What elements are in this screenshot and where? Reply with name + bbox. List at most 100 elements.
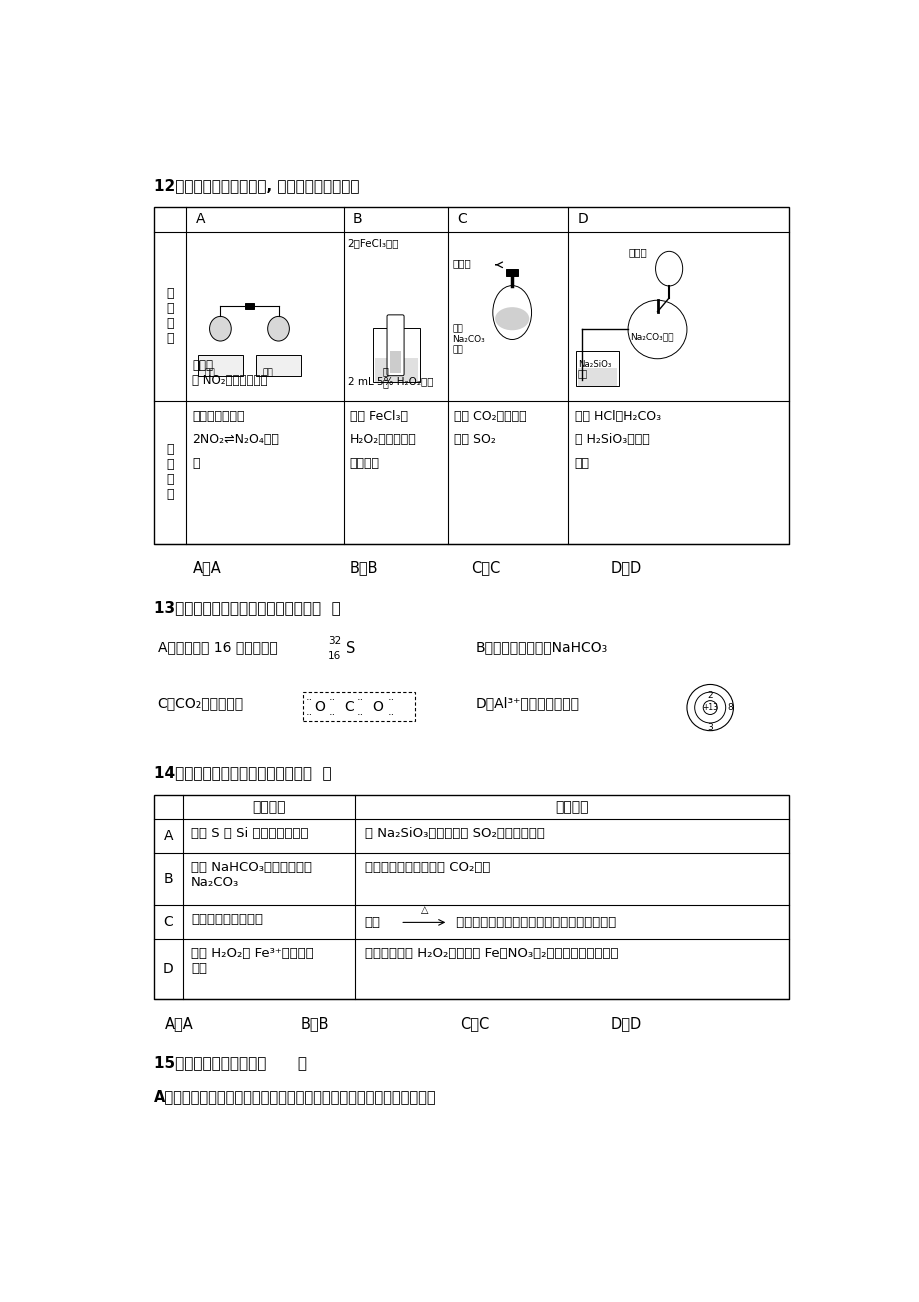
- Bar: [244, 302, 254, 309]
- Text: 15、下列说法正确的是（      ）: 15、下列说法正确的是（ ）: [153, 1055, 306, 1070]
- Text: O: O: [372, 700, 382, 715]
- Text: A．凡是单原子形成的离子，一定具有稀有气体元素原子的核外电子排布: A．凡是单原子形成的离子，一定具有稀有气体元素原子的核外电子排布: [153, 1090, 436, 1104]
- Text: 实验操作: 实验操作: [555, 799, 588, 814]
- Text: 2NO₂⇌N₂O₄的影: 2NO₂⇌N₂O₄的影: [192, 434, 279, 447]
- Bar: [255, 355, 301, 376]
- Text: 实验目的: 实验目的: [252, 799, 286, 814]
- Text: △: △: [420, 905, 427, 915]
- Text: 浓盐酸: 浓盐酸: [629, 247, 647, 256]
- Text: 催化作用: 催化作用: [349, 457, 380, 470]
- Text: A: A: [164, 829, 173, 844]
- Text: B．B: B．B: [301, 1017, 329, 1031]
- Text: 2 mL 5% H₂O₂溶液: 2 mL 5% H₂O₂溶液: [347, 376, 433, 387]
- Text: Na₂CO₃固体: Na₂CO₃固体: [630, 333, 673, 341]
- Circle shape: [686, 685, 732, 730]
- Text: 检验某盐是否为铵盐: 检验某盐是否为铵盐: [191, 913, 263, 926]
- Text: C: C: [164, 915, 173, 930]
- Text: D．D: D．D: [610, 1017, 641, 1031]
- Bar: [153, 794, 789, 1000]
- Text: 实
验
目
的: 实 验 目 的: [166, 443, 174, 501]
- Text: 12、下列图中的实验方案, 能达到实验目的的是: 12、下列图中的实验方案, 能达到实验目的的是: [153, 178, 358, 193]
- Text: 探究温度对平衡: 探究温度对平衡: [192, 410, 244, 423]
- Text: D．Al³⁺的结构示意图：: D．Al³⁺的结构示意图：: [475, 697, 579, 710]
- Text: 32: 32: [328, 635, 341, 646]
- Text: +13: +13: [701, 703, 718, 712]
- Text: S: S: [346, 641, 355, 656]
- Text: O: O: [313, 700, 324, 715]
- Circle shape: [628, 301, 686, 359]
- Text: 向混合液中通入足量的 CO₂气体: 向混合液中通入足量的 CO₂气体: [364, 861, 490, 874]
- Text: ··: ··: [357, 710, 364, 720]
- Text: 比较 HCl、H₂CO₃: 比较 HCl、H₂CO₃: [574, 410, 660, 423]
- Text: 饱和
Na₂CO₃
溶液: 饱和 Na₂CO₃ 溶液: [451, 324, 484, 354]
- Text: C．C: C．C: [460, 1017, 489, 1031]
- Ellipse shape: [210, 316, 231, 341]
- Text: 强弱: 强弱: [574, 457, 589, 470]
- Text: 热水中: 热水中: [192, 359, 213, 372]
- Text: 将硫酸酸化的 H₂O₂溶液滴入 Fe（NO₃）₂溶液中，溶液变黄色: 将硫酸酸化的 H₂O₂溶液滴入 Fe（NO₃）₂溶液中，溶液变黄色: [364, 947, 618, 960]
- Text: 8: 8: [726, 703, 732, 712]
- Text: H₂O₂分解反应有: H₂O₂分解反应有: [349, 434, 416, 447]
- Ellipse shape: [267, 316, 289, 341]
- Circle shape: [694, 693, 725, 723]
- Text: 13、下列有关化学用语表述正确的是（  ）: 13、下列有关化学用语表述正确的是（ ）: [153, 600, 340, 616]
- Text: B．B: B．B: [349, 560, 378, 575]
- Text: B．纯碱的化学式：NaHCO₃: B．纯碱的化学式：NaHCO₃: [475, 641, 607, 655]
- Text: 和 H₂SiO₃的酸性: 和 H₂SiO₃的酸性: [574, 434, 649, 447]
- Ellipse shape: [494, 307, 528, 331]
- Text: Na₂SiO₃
溶液: Na₂SiO₃ 溶液: [577, 361, 610, 380]
- Text: A．中子数为 16 的硫原子：: A．中子数为 16 的硫原子：: [157, 641, 277, 655]
- Text: 16: 16: [328, 651, 341, 660]
- Text: A: A: [196, 212, 205, 227]
- Ellipse shape: [493, 285, 531, 340]
- Bar: [575, 352, 618, 385]
- Text: B: B: [164, 872, 173, 887]
- Text: 3: 3: [707, 723, 712, 732]
- Text: C．C: C．C: [471, 560, 500, 575]
- Bar: [373, 328, 419, 381]
- Text: C．CO₂的电子式：: C．CO₂的电子式：: [157, 697, 244, 710]
- FancyBboxPatch shape: [302, 693, 414, 721]
- Text: 2滴FeCl₃溶液: 2滴FeCl₃溶液: [347, 238, 399, 247]
- Text: 响: 响: [192, 457, 199, 470]
- Bar: [198, 355, 243, 376]
- Text: 有的 SO₂: 有的 SO₂: [454, 434, 495, 447]
- Text: 将 NO₂球浸泡在冰水: 将 NO₂球浸泡在冰水: [192, 374, 267, 387]
- Text: 比较 S 和 Si 的非金属性强弱: 比较 S 和 Si 的非金属性强弱: [191, 827, 308, 840]
- Text: C: C: [344, 700, 354, 715]
- Bar: [505, 268, 517, 276]
- Text: D: D: [163, 962, 174, 976]
- Text: 向 Na₂SiO₃溶液中通入 SO₂产生白色沉淀: 向 Na₂SiO₃溶液中通入 SO₂产生白色沉淀: [364, 827, 544, 840]
- Text: D: D: [577, 212, 588, 227]
- Text: 除去 CO₂气体中混: 除去 CO₂气体中混: [454, 410, 527, 423]
- Bar: [577, 368, 617, 385]
- Ellipse shape: [655, 251, 682, 286]
- Text: D．D: D．D: [610, 560, 641, 575]
- Text: 冰水: 冰水: [204, 368, 215, 378]
- Text: B: B: [353, 212, 362, 227]
- Text: 试样: 试样: [364, 915, 380, 928]
- Text: ··: ··: [329, 695, 335, 706]
- Text: ··: ··: [388, 695, 394, 706]
- Text: 14、下列实验能达到实验目的的是（  ）: 14、下列实验能达到实验目的的是（ ）: [153, 766, 331, 780]
- Circle shape: [702, 700, 717, 715]
- Text: 除去 NaHCO₃溶液中的杂质
Na₂CO₃: 除去 NaHCO₃溶液中的杂质 Na₂CO₃: [191, 861, 312, 889]
- Text: 验证 H₂O₂和 Fe³⁺的氧化性
强弱: 验证 H₂O₂和 Fe³⁺的氧化性 强弱: [191, 947, 313, 975]
- Bar: [153, 207, 789, 543]
- Bar: [390, 352, 401, 372]
- Text: 热
水: 热 水: [382, 366, 388, 388]
- Text: ··: ··: [388, 710, 394, 720]
- Text: 2: 2: [707, 691, 712, 700]
- Text: 是否产生能使湿润的红色石蕊试纸变蓝的气体: 是否产生能使湿润的红色石蕊试纸变蓝的气体: [451, 915, 616, 928]
- Bar: [374, 358, 417, 381]
- Text: C: C: [457, 212, 467, 227]
- Text: 热水: 热水: [262, 368, 273, 378]
- Text: ··: ··: [357, 695, 364, 706]
- Text: A．A: A．A: [192, 560, 221, 575]
- Text: ··: ··: [305, 710, 312, 720]
- FancyBboxPatch shape: [387, 315, 403, 376]
- Text: 验证 FeCl₃对: 验证 FeCl₃对: [349, 410, 407, 423]
- Text: A．A: A．A: [165, 1017, 194, 1031]
- Text: ··: ··: [329, 710, 335, 720]
- Text: 混合气: 混合气: [451, 259, 471, 268]
